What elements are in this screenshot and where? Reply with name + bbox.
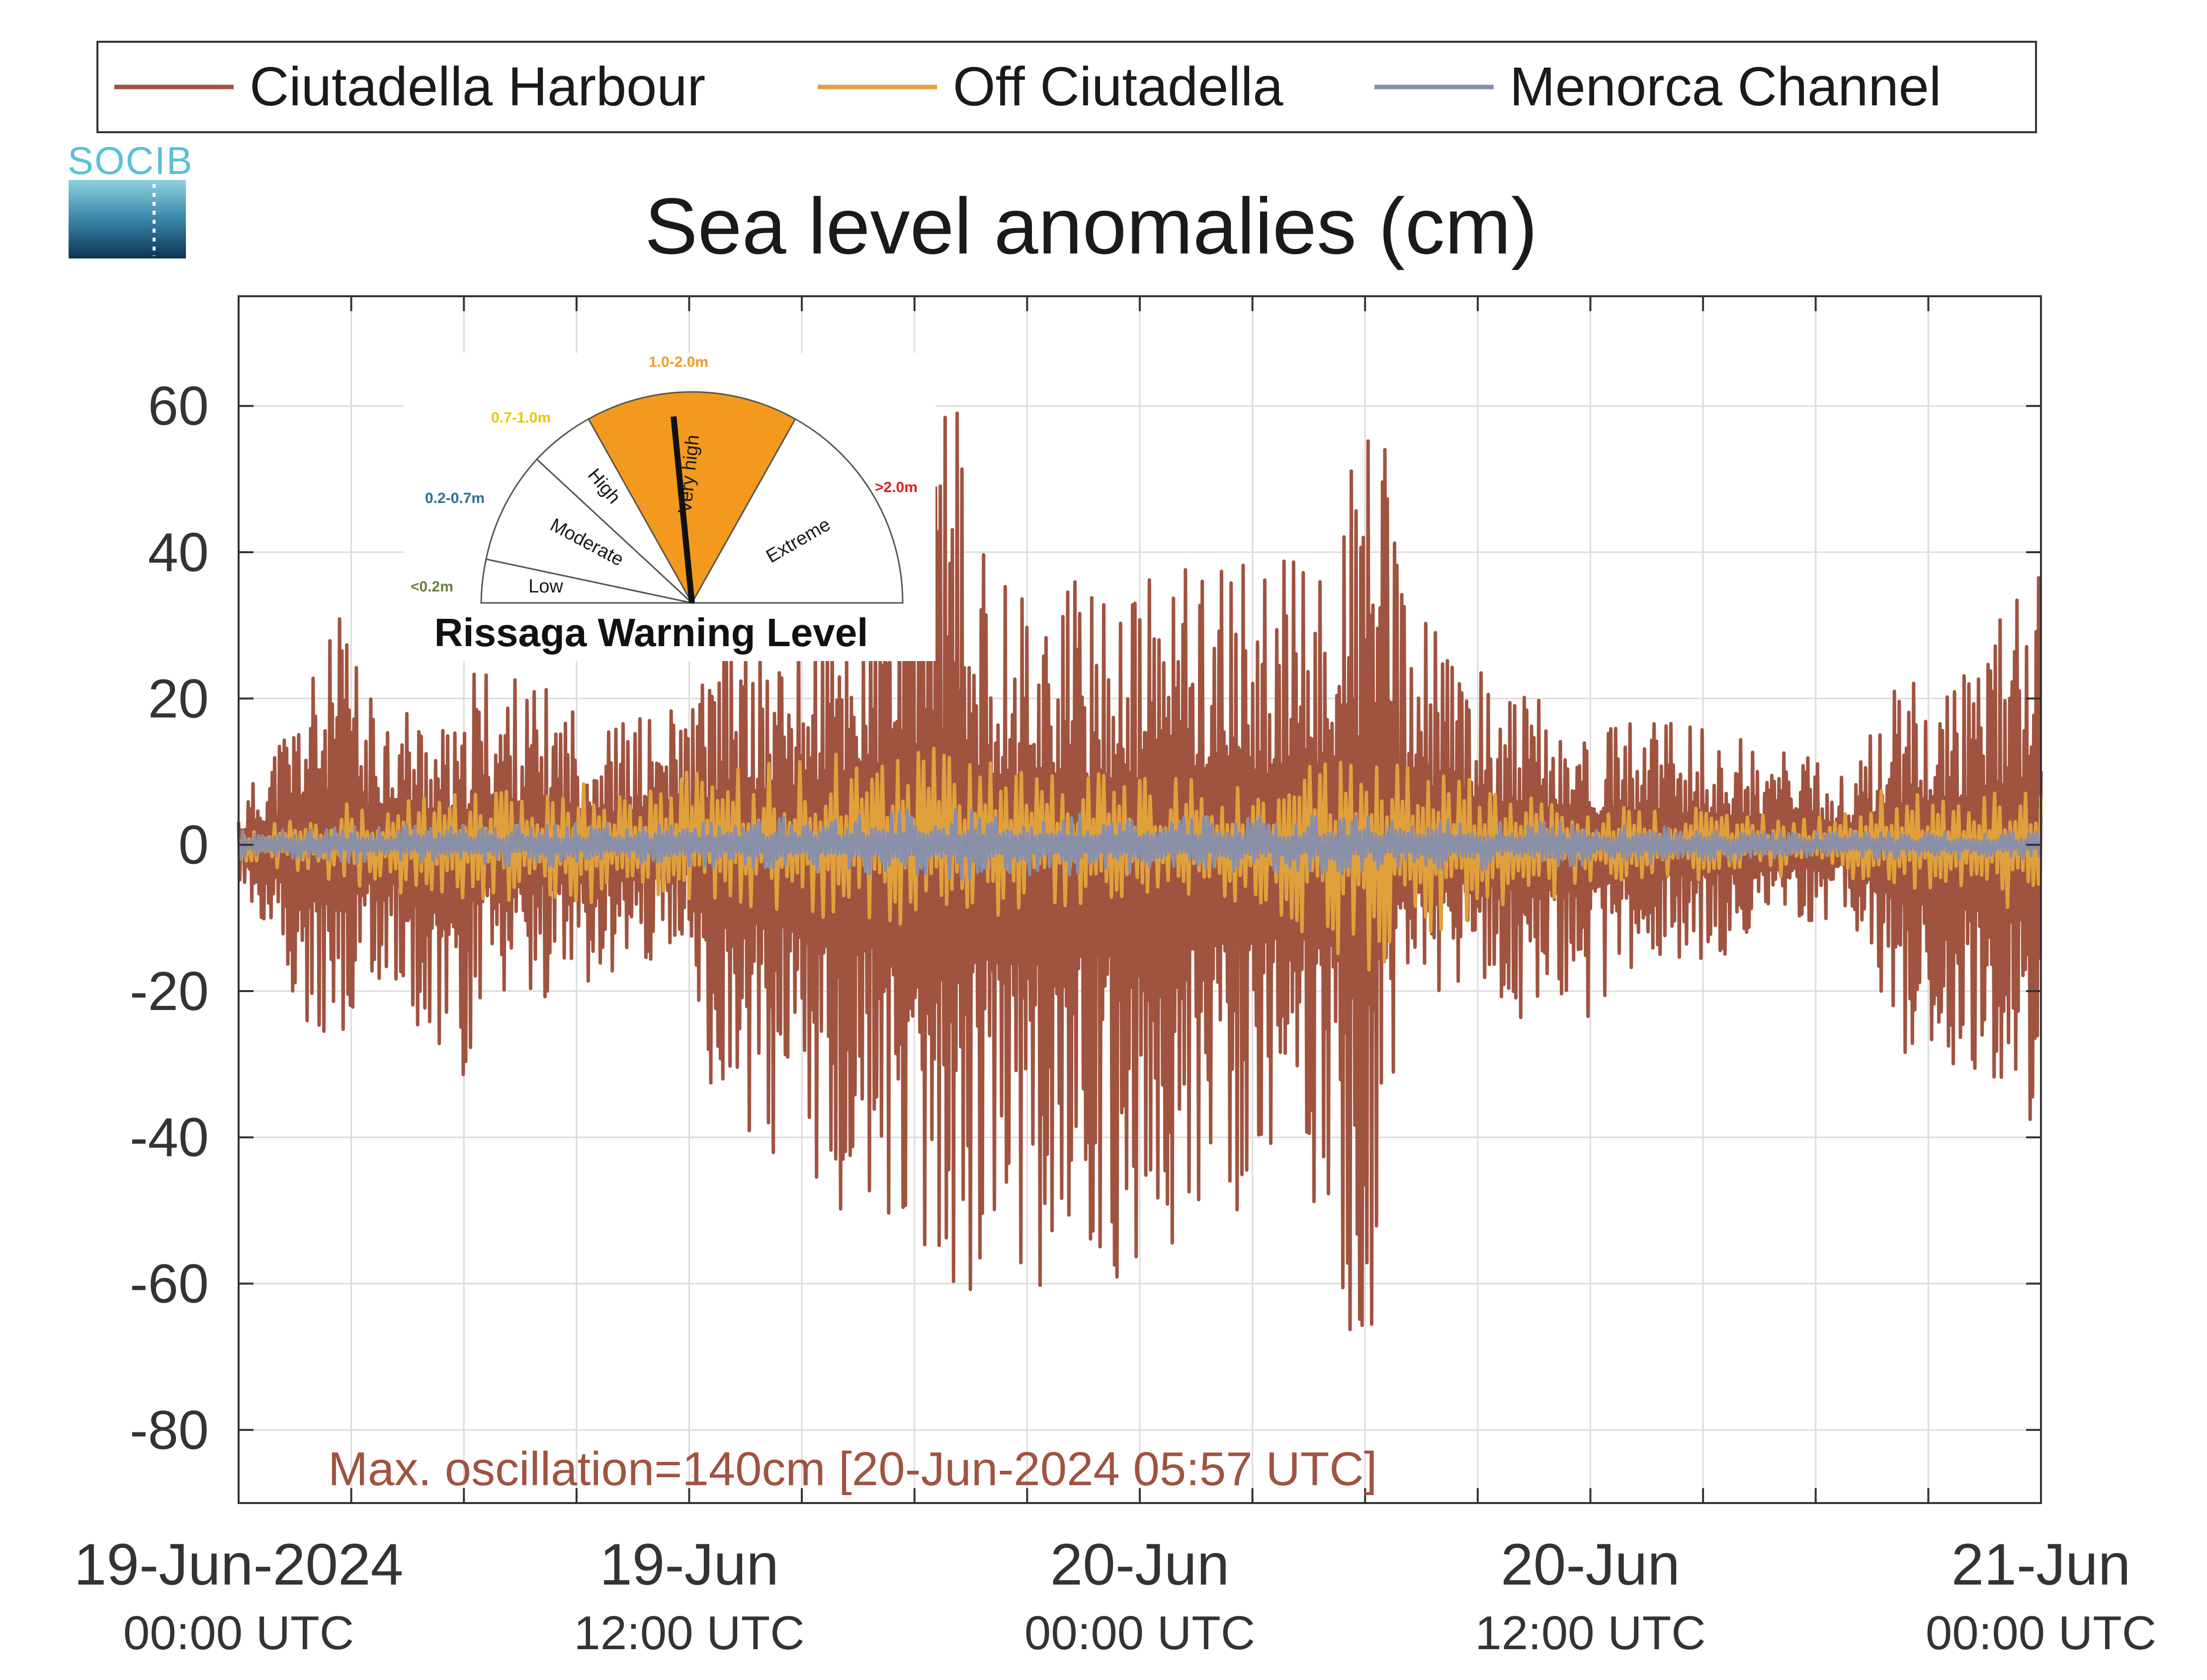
y-tick-label: 0 (178, 815, 209, 876)
y-tick-label: -20 (130, 961, 209, 1022)
x-tick-sublabel: 00:00 UTC (1926, 1606, 2156, 1660)
x-axis-tick-labels: 19-Jun-2024 00:00 UTC 19-Jun 12:00 UTC 20-Ju… (74, 1532, 2156, 1660)
tick-marks (238, 296, 2042, 1503)
x-tick-sublabel: 12:00 UTC (1475, 1606, 1705, 1660)
x-tick-label: 20-Jun (1050, 1532, 1230, 1597)
gauge-sector-moderate (485, 458, 695, 604)
gauge-range-extreme: >2.0m (875, 479, 918, 496)
x-tick-label: 19-Jun-2024 (74, 1532, 404, 1597)
y-tick-label: 20 (148, 668, 209, 729)
y-tick-label: 40 (148, 522, 209, 583)
chart-title: Sea level anomalies (cm) (645, 181, 1537, 270)
series-line-menorca-channel (237, 808, 2042, 881)
legend-label-ciutadella-harbour: Ciutadella Harbour (250, 56, 705, 117)
gauge-label-low: Low (528, 576, 563, 597)
y-tick-label: -60 (130, 1254, 209, 1315)
logo-text: SOCIB (68, 139, 193, 182)
legend-box (96, 41, 2037, 133)
x-tick-sublabel: 12:00 UTC (574, 1606, 804, 1660)
gauge-sector-very-high (587, 391, 797, 605)
logo-block (69, 180, 186, 258)
gauge-title: Rissaga Warning Level (434, 610, 868, 655)
x-tick-label: 20-Jun (1501, 1532, 1680, 1597)
y-tick-label: 60 (148, 376, 209, 437)
y-axis-tick-labels: 60 40 20 0 -20 -40 -60 -80 (130, 376, 209, 1461)
x-tick-label: 19-Jun (599, 1532, 779, 1597)
gauge-range-low: <0.2m (411, 579, 453, 595)
legend-label-off-ciutadella: Off Ciutadella (953, 56, 1283, 117)
x-tick-sublabel: 00:00 UTC (1024, 1606, 1255, 1660)
y-tick-label: -40 (130, 1107, 209, 1168)
max-oscillation-annotation: Max. oscillation=140cm [20-Jun-2024 05:5… (328, 1442, 1377, 1496)
gauge-range-very-high: 1.0-2.0m (649, 354, 708, 370)
socib-logo: SOCIB (68, 139, 193, 258)
series-layer (237, 411, 2043, 1332)
gauge-range-high: 0.7-1.0m (491, 410, 551, 426)
x-tick-sublabel: 00:00 UTC (123, 1606, 354, 1660)
x-tick-label: 21-Jun (1952, 1532, 2131, 1597)
gauge-sector-extreme (690, 418, 904, 604)
legend-label-menorca-channel: Menorca Channel (1510, 56, 1941, 117)
rissaga-warning-gauge: Low Moderate High Very high Extreme <0.2… (404, 353, 935, 661)
y-tick-label: -80 (130, 1400, 209, 1461)
gauge-range-moderate: 0.2-0.7m (425, 490, 485, 506)
legend: Ciutadella Harbour Off Ciutadella Menorc… (96, 41, 2037, 133)
gauge-needle (671, 416, 695, 603)
series-line-ciutadella-harbour (237, 411, 2043, 1332)
